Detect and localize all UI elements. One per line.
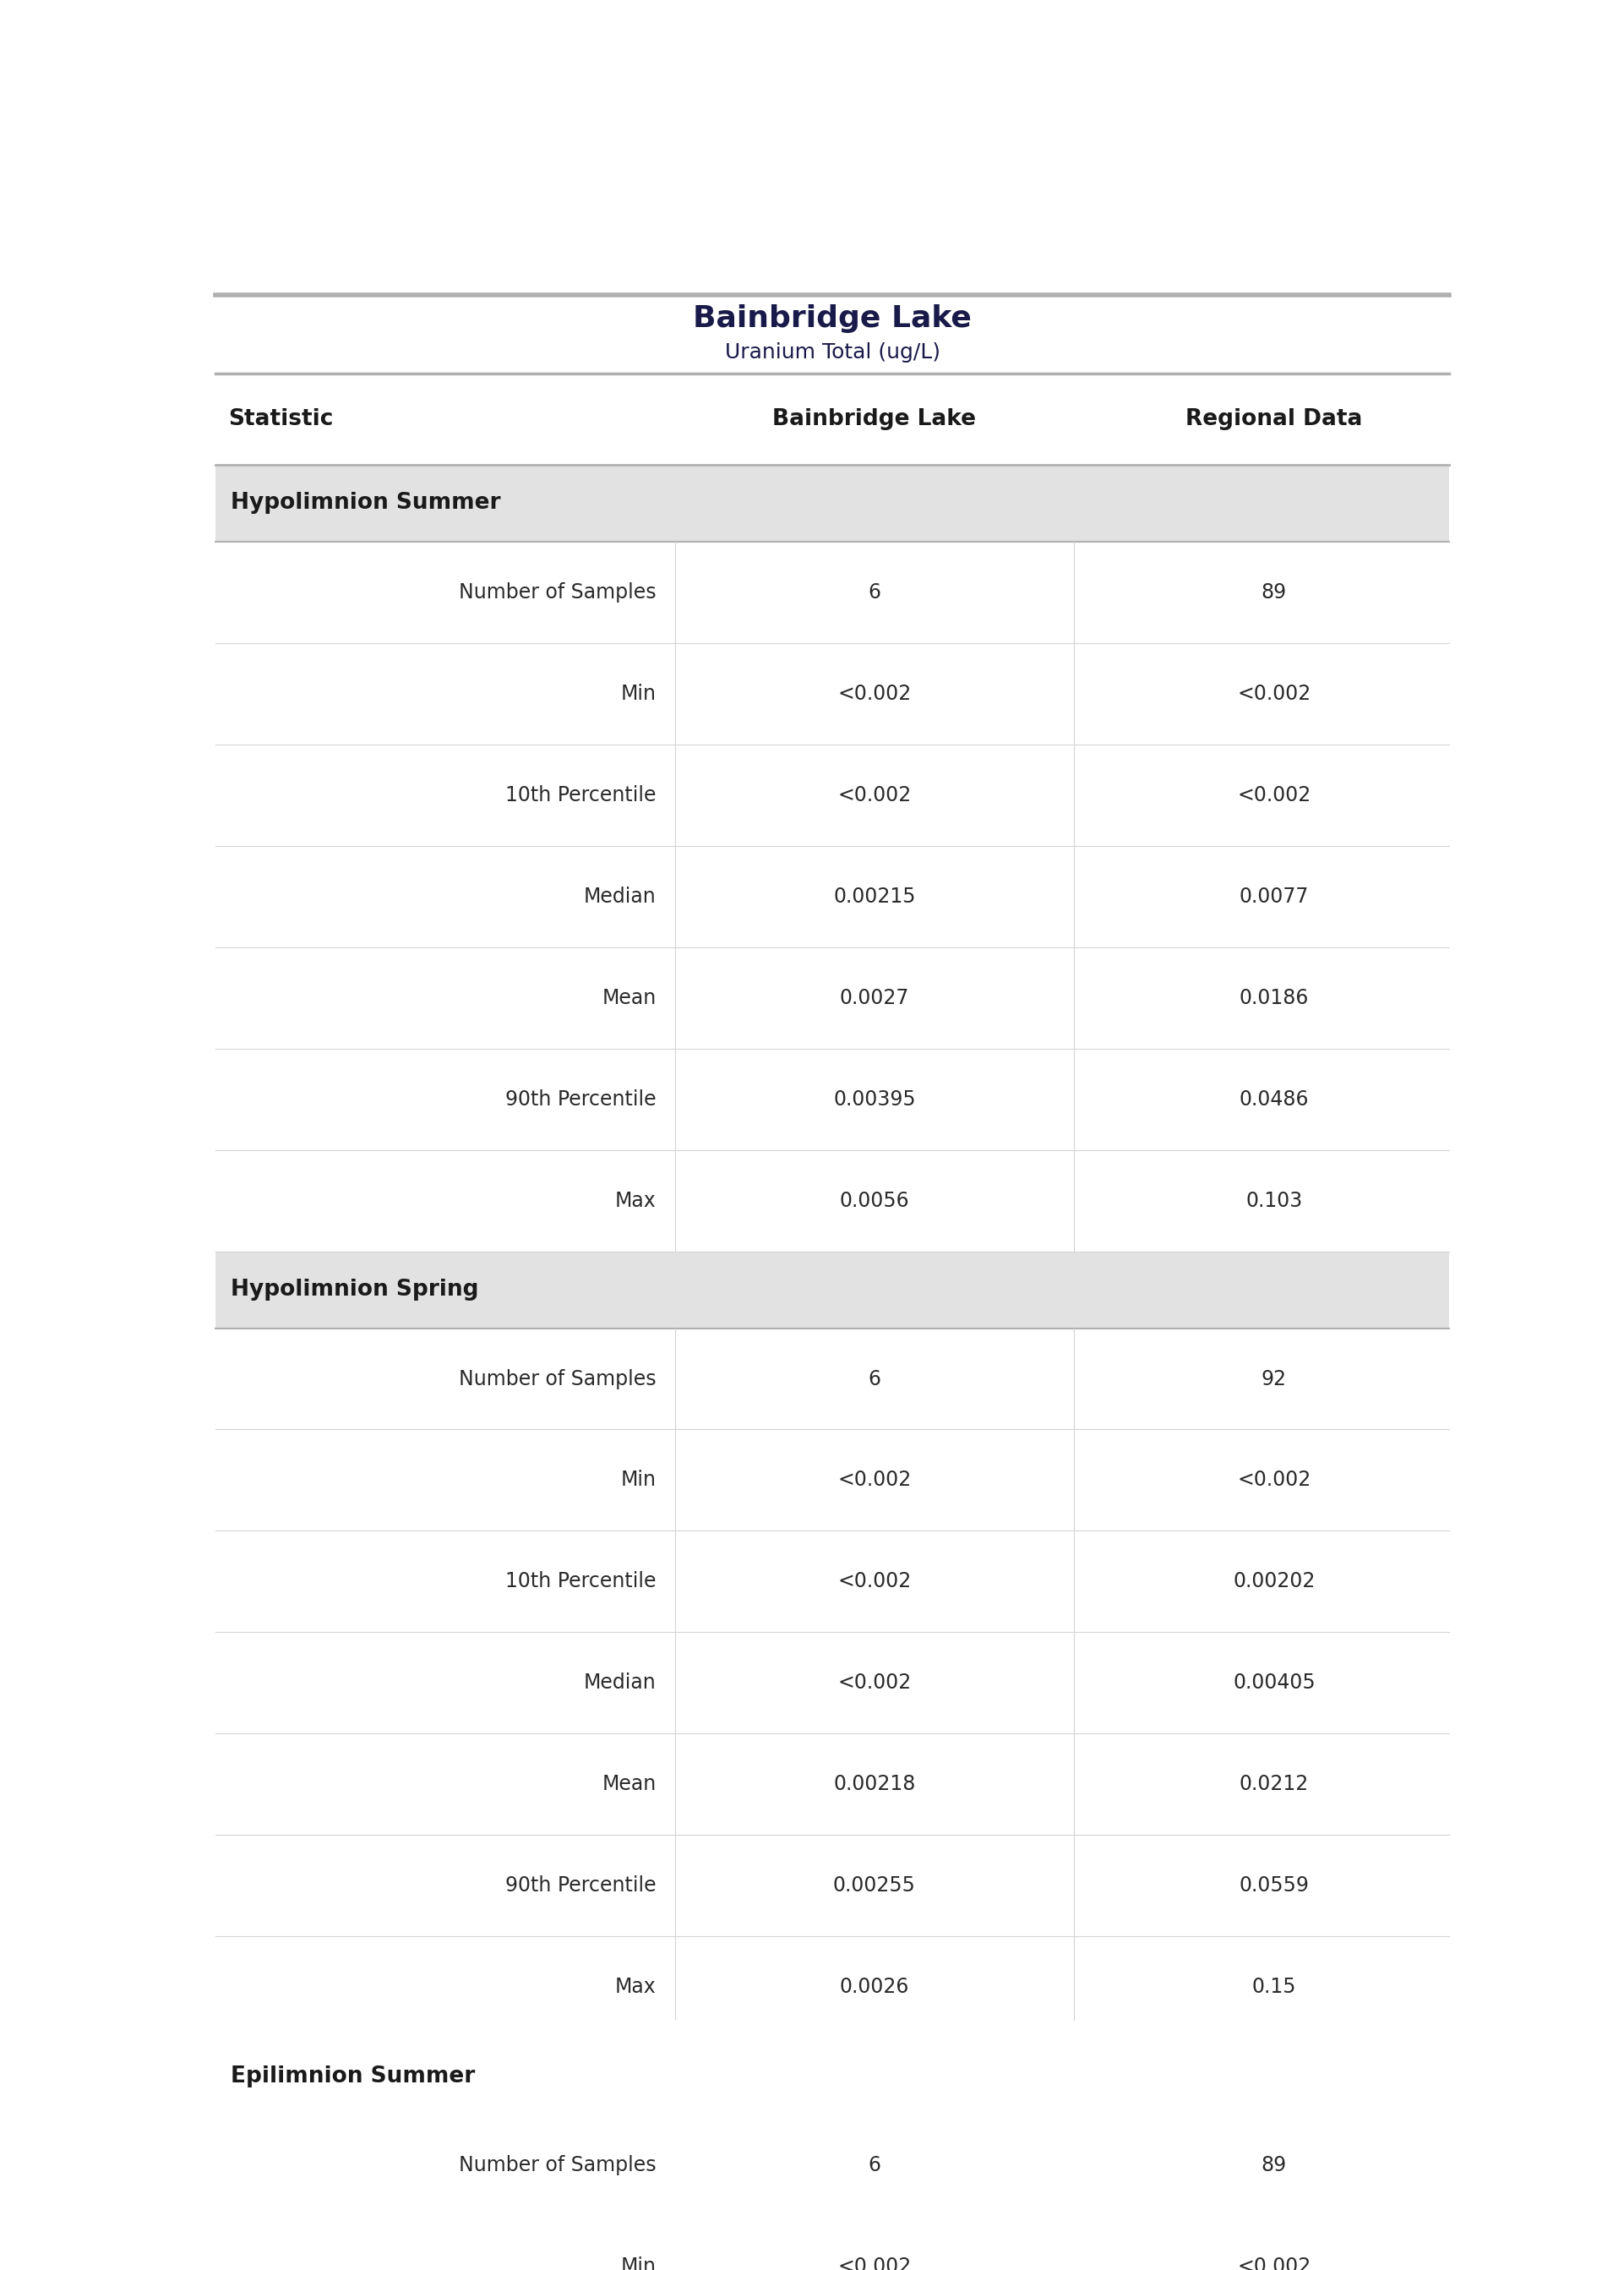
Bar bbox=[216, 543, 1449, 642]
Text: 6: 6 bbox=[869, 1369, 880, 1389]
Text: Statistic: Statistic bbox=[227, 409, 333, 431]
Text: <0.002: <0.002 bbox=[1237, 683, 1311, 704]
Bar bbox=[216, 2216, 1449, 2270]
Text: Number of Samples: Number of Samples bbox=[458, 1369, 656, 1389]
Text: Min: Min bbox=[620, 683, 656, 704]
Text: 0.0486: 0.0486 bbox=[1239, 1090, 1309, 1110]
Text: Number of Samples: Number of Samples bbox=[458, 581, 656, 602]
Text: Uranium Total (ug/L): Uranium Total (ug/L) bbox=[724, 343, 940, 363]
Text: 10th Percentile: 10th Percentile bbox=[505, 1571, 656, 1591]
Text: <0.002: <0.002 bbox=[1237, 2256, 1311, 2270]
Bar bbox=[216, 642, 1449, 745]
Bar bbox=[216, 1834, 1449, 1936]
Bar bbox=[216, 947, 1449, 1049]
Text: 0.0056: 0.0056 bbox=[840, 1189, 909, 1210]
Text: 0.0026: 0.0026 bbox=[840, 1977, 909, 1998]
Text: Epilimnion Summer: Epilimnion Summer bbox=[231, 2066, 476, 2086]
Text: Min: Min bbox=[620, 2256, 656, 2270]
Text: 89: 89 bbox=[1262, 581, 1286, 602]
Text: 0.103: 0.103 bbox=[1246, 1189, 1302, 1210]
Text: 0.0186: 0.0186 bbox=[1239, 987, 1309, 1008]
Text: Min: Min bbox=[620, 1471, 656, 1491]
Text: 6: 6 bbox=[869, 581, 880, 602]
Text: <0.002: <0.002 bbox=[838, 1471, 911, 1491]
Bar bbox=[216, 2038, 1449, 2116]
Text: 0.00218: 0.00218 bbox=[833, 1775, 916, 1796]
Text: <0.002: <0.002 bbox=[838, 683, 911, 704]
Bar bbox=[216, 2116, 1449, 2216]
Text: 89: 89 bbox=[1262, 2154, 1286, 2175]
Text: Bainbridge Lake: Bainbridge Lake bbox=[773, 409, 976, 431]
Bar bbox=[216, 1151, 1449, 1251]
Text: 0.00405: 0.00405 bbox=[1233, 1673, 1315, 1693]
Text: 0.00255: 0.00255 bbox=[833, 1875, 916, 1895]
Text: 0.0559: 0.0559 bbox=[1239, 1875, 1309, 1895]
Text: 0.0212: 0.0212 bbox=[1239, 1775, 1309, 1796]
Bar bbox=[216, 847, 1449, 947]
Bar bbox=[216, 745, 1449, 847]
Bar bbox=[216, 375, 1449, 465]
Text: <0.002: <0.002 bbox=[838, 2256, 911, 2270]
Text: 0.00215: 0.00215 bbox=[833, 885, 916, 906]
Text: <0.002: <0.002 bbox=[838, 1673, 911, 1693]
Bar bbox=[216, 1936, 1449, 2038]
Text: Median: Median bbox=[583, 885, 656, 906]
Text: Hypolimnion Summer: Hypolimnion Summer bbox=[231, 493, 500, 513]
Text: Number of Samples: Number of Samples bbox=[458, 2154, 656, 2175]
Text: Mean: Mean bbox=[603, 987, 656, 1008]
Text: Mean: Mean bbox=[603, 1775, 656, 1796]
Text: 92: 92 bbox=[1262, 1369, 1286, 1389]
Bar bbox=[216, 1328, 1449, 1430]
Text: Bainbridge Lake: Bainbridge Lake bbox=[693, 304, 971, 334]
Bar bbox=[216, 1734, 1449, 1834]
Text: 0.00395: 0.00395 bbox=[833, 1090, 916, 1110]
Text: Max: Max bbox=[615, 1977, 656, 1998]
Text: Hypolimnion Spring: Hypolimnion Spring bbox=[231, 1278, 479, 1301]
Text: 0.0027: 0.0027 bbox=[840, 987, 909, 1008]
Bar bbox=[216, 1049, 1449, 1151]
Text: <0.002: <0.002 bbox=[1237, 785, 1311, 806]
Bar bbox=[216, 1530, 1449, 1632]
Bar bbox=[216, 1430, 1449, 1530]
Bar bbox=[216, 1251, 1449, 1328]
Text: Median: Median bbox=[583, 1673, 656, 1693]
Text: <0.002: <0.002 bbox=[1237, 1471, 1311, 1491]
Text: Regional Data: Regional Data bbox=[1186, 409, 1363, 431]
Bar bbox=[216, 1632, 1449, 1734]
Text: 90th Percentile: 90th Percentile bbox=[505, 1875, 656, 1895]
Text: 0.00202: 0.00202 bbox=[1233, 1571, 1315, 1591]
Text: 6: 6 bbox=[869, 2154, 880, 2175]
Text: 0.0077: 0.0077 bbox=[1239, 885, 1309, 906]
Text: 0.15: 0.15 bbox=[1252, 1977, 1296, 1998]
Text: <0.002: <0.002 bbox=[838, 1571, 911, 1591]
Text: <0.002: <0.002 bbox=[838, 785, 911, 806]
Bar bbox=[216, 465, 1449, 543]
Text: 90th Percentile: 90th Percentile bbox=[505, 1090, 656, 1110]
Text: Max: Max bbox=[615, 1189, 656, 1210]
Text: 10th Percentile: 10th Percentile bbox=[505, 785, 656, 806]
